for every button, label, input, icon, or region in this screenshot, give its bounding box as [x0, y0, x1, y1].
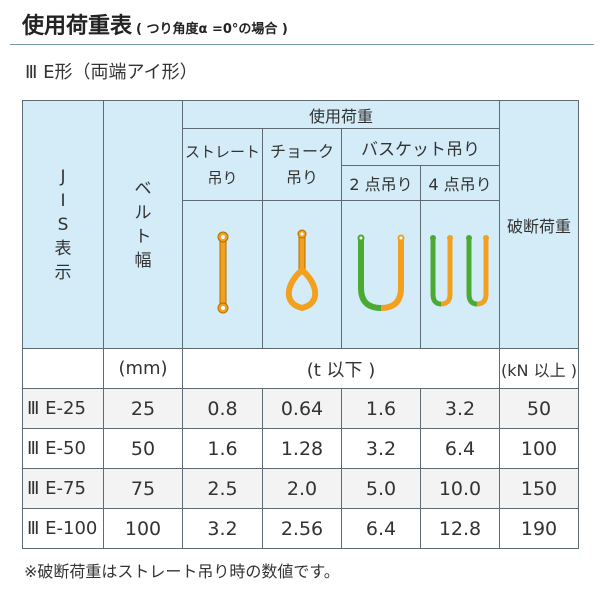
header-basket: バスケット吊り — [341, 128, 500, 166]
belt-char: 幅 — [134, 250, 152, 271]
basket-4pt-sling-icon — [420, 200, 500, 349]
header-belt-width: ベルト幅 — [103, 100, 183, 349]
cell-basket4: 3.2 — [420, 388, 500, 429]
title-text: 使用荷重表 — [22, 14, 133, 39]
cell-choker: 0.64 — [262, 388, 342, 429]
cell-choker: 2.56 — [262, 508, 342, 549]
unit-t: (t 以下 ) — [182, 348, 500, 389]
table-row: Ⅲ E-75 75 2.5 2.0 5.0 10.0 150 — [22, 468, 579, 509]
header-choker: チョーク吊り — [262, 128, 342, 201]
cell-basket2: 6.4 — [341, 508, 421, 549]
cell-choker: 2.0 — [262, 468, 342, 509]
table-row: Ⅲ E-100 100 3.2 2.56 6.4 12.8 190 — [22, 508, 579, 549]
title-note: ( つり角度α =0°の場合 ) — [136, 22, 288, 37]
table-row: Ⅲ E-50 50 1.6 1.28 3.2 6.4 100 — [22, 428, 579, 469]
footnote: ※破断荷重はストレート吊り時の数値です。 — [24, 562, 340, 581]
cell-basket4: 12.8 — [420, 508, 500, 549]
cell-jis: Ⅲ E-25 — [22, 388, 104, 429]
cell-jis: Ⅲ E-75 — [22, 468, 104, 509]
unit-mm: (mm) — [103, 348, 183, 389]
jis-char: J — [60, 166, 66, 187]
jis-char: 表 — [54, 238, 72, 259]
straight-sling-icon — [182, 200, 263, 349]
subtitle: Ⅲ E形（両端アイ形） — [25, 62, 198, 83]
cell-width: 100 — [103, 508, 183, 549]
cell-straight: 2.5 — [182, 468, 263, 509]
cell-straight: 0.8 — [182, 388, 263, 429]
basket-2pt-sling-icon — [341, 200, 421, 349]
cell-break: 50 — [499, 388, 579, 429]
unit-kn: (kN 以上 ) — [499, 348, 579, 389]
belt-char: ベ — [134, 178, 152, 199]
header-basket-4pt: 4 点吊り — [420, 165, 500, 201]
cell-jis: Ⅲ E-50 — [22, 428, 104, 469]
cell-width: 50 — [103, 428, 183, 469]
cell-break: 100 — [499, 428, 579, 469]
header-breaking-load: 破断荷重 — [499, 100, 579, 349]
cell-basket4: 6.4 — [420, 428, 500, 469]
header-basket-2pt: 2 点吊り — [341, 165, 421, 201]
header-straight: ストレート吊り — [182, 128, 263, 201]
cell-basket2: 5.0 — [341, 468, 421, 509]
cell-jis: Ⅲ E-100 — [22, 508, 104, 549]
cell-basket4: 10.0 — [420, 468, 500, 509]
table-row: Ⅲ E-25 25 0.8 0.64 1.6 3.2 50 — [22, 388, 579, 429]
cell-width: 25 — [103, 388, 183, 429]
jis-char: S — [57, 214, 69, 235]
cell-straight: 1.6 — [182, 428, 263, 469]
cell-basket2: 3.2 — [341, 428, 421, 469]
page-title: 使用荷重表( つり角度α =0°の場合 ) — [22, 8, 288, 40]
divider — [10, 44, 594, 45]
belt-char: ル — [134, 202, 152, 223]
cell-break: 190 — [499, 508, 579, 549]
jis-char: 示 — [54, 262, 72, 283]
choker-sling-icon — [262, 200, 342, 349]
cell-basket2: 1.6 — [341, 388, 421, 429]
cell-break: 150 — [499, 468, 579, 509]
header-working-load: 使用荷重 — [182, 100, 500, 129]
jis-char: I — [60, 190, 66, 211]
cell-straight: 3.2 — [182, 508, 263, 549]
units-blank — [22, 348, 104, 389]
cell-choker: 1.28 — [262, 428, 342, 469]
cell-width: 75 — [103, 468, 183, 509]
belt-char: ト — [134, 226, 152, 247]
